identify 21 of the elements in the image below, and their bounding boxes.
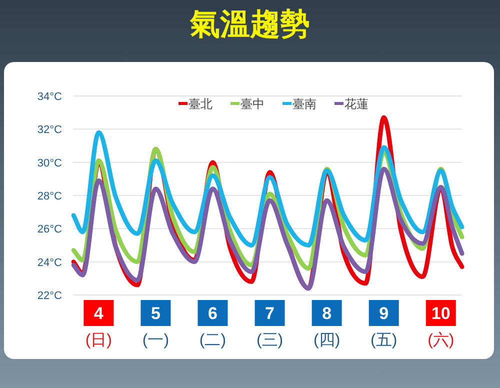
legend-label: 花蓮 [344, 97, 368, 111]
legend-label: 臺北 [188, 97, 212, 111]
y-tick-label: 34°C [37, 91, 62, 103]
x-tick-label: 7 (三) [256, 304, 284, 349]
y-tick-label: 28°C [37, 190, 62, 202]
x-tick-label: 9 (五) [370, 304, 398, 349]
chart-title: 氣溫趨勢 [189, 8, 310, 41]
x-tick-label: 10 (六) [428, 304, 454, 349]
x-tick-label: 8 (四) [313, 304, 340, 349]
y-tick-label: 26°C [37, 224, 62, 236]
y-tick-label: 30°C [37, 157, 62, 170]
x-tick-label: 5 (一) [142, 304, 170, 349]
y-tick-label: 24°C [37, 256, 62, 269]
legend-label: 臺中 [240, 97, 264, 111]
line-series [71, 130, 464, 248]
legend-label: 臺南 [292, 97, 316, 111]
y-tick-label: 22°C [37, 290, 62, 302]
line-series [71, 166, 464, 291]
x-tick-label: 6 (二) [199, 304, 226, 349]
y-tick-label: 32°C [37, 124, 62, 136]
x-tick-label: 4 (日) [85, 304, 112, 349]
